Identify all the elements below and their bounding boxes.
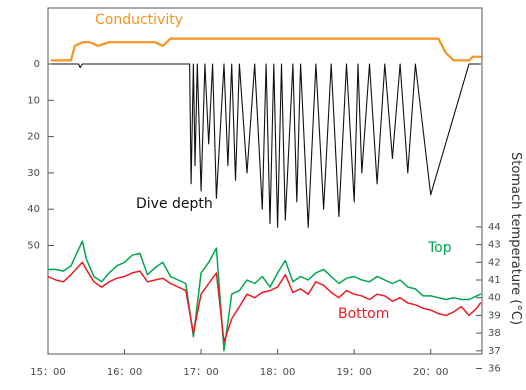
left-tick-label-10: 10 xyxy=(27,95,40,106)
conductivity-label: Conductivity xyxy=(95,12,183,28)
series-layer xyxy=(47,37,482,352)
right-axis-title: Stomach temperature (°C) xyxy=(508,152,523,325)
right-tick-label-38: 38 xyxy=(488,328,501,339)
right-tick-label-37: 37 xyxy=(488,346,501,357)
series-top-line xyxy=(47,240,482,352)
series-bottom-line xyxy=(47,261,482,343)
left-tick-label-20: 20 xyxy=(27,132,40,143)
right-tick-label-36: 36 xyxy=(488,364,501,375)
x-tick-label-3: 18：00 xyxy=(260,367,295,378)
x-tick-label-0: 15：00 xyxy=(30,367,65,378)
left-tick-label-50: 50 xyxy=(27,241,40,252)
top-label: Top xyxy=(427,240,452,256)
right-tick-label-41: 41 xyxy=(488,275,501,286)
right-tick-label-42: 42 xyxy=(488,257,501,268)
dive-depth-label: Dive depth xyxy=(136,196,213,212)
series-dive-depth-line xyxy=(51,63,482,228)
right-axis: 44 43 42 41 40 39 38 37 36 xyxy=(476,222,501,375)
right-tick-label-39: 39 xyxy=(488,310,501,321)
x-tick-label-5: 20：00 xyxy=(413,367,448,378)
left-tick-label-30: 30 xyxy=(27,168,40,179)
series-conductivity-line xyxy=(50,37,482,62)
bottom-label: Bottom xyxy=(338,306,389,322)
x-tick-label-1: 16：00 xyxy=(107,367,142,378)
left-tick-label-0: 0 xyxy=(34,59,40,70)
right-tick-label-44: 44 xyxy=(488,222,501,233)
left-tick-label-40: 40 xyxy=(27,204,40,215)
x-axis: 15：00 16：00 17：00 18：00 19：00 20：00 xyxy=(30,349,448,378)
x-tick-label-4: 19：00 xyxy=(336,367,371,378)
right-tick-label-40: 40 xyxy=(488,293,501,304)
right-tick-label-43: 43 xyxy=(488,240,501,251)
x-tick-label-2: 17：00 xyxy=(183,367,218,378)
left-axis: 0 10 20 30 40 50 xyxy=(27,59,54,252)
plot-frame xyxy=(47,7,483,355)
